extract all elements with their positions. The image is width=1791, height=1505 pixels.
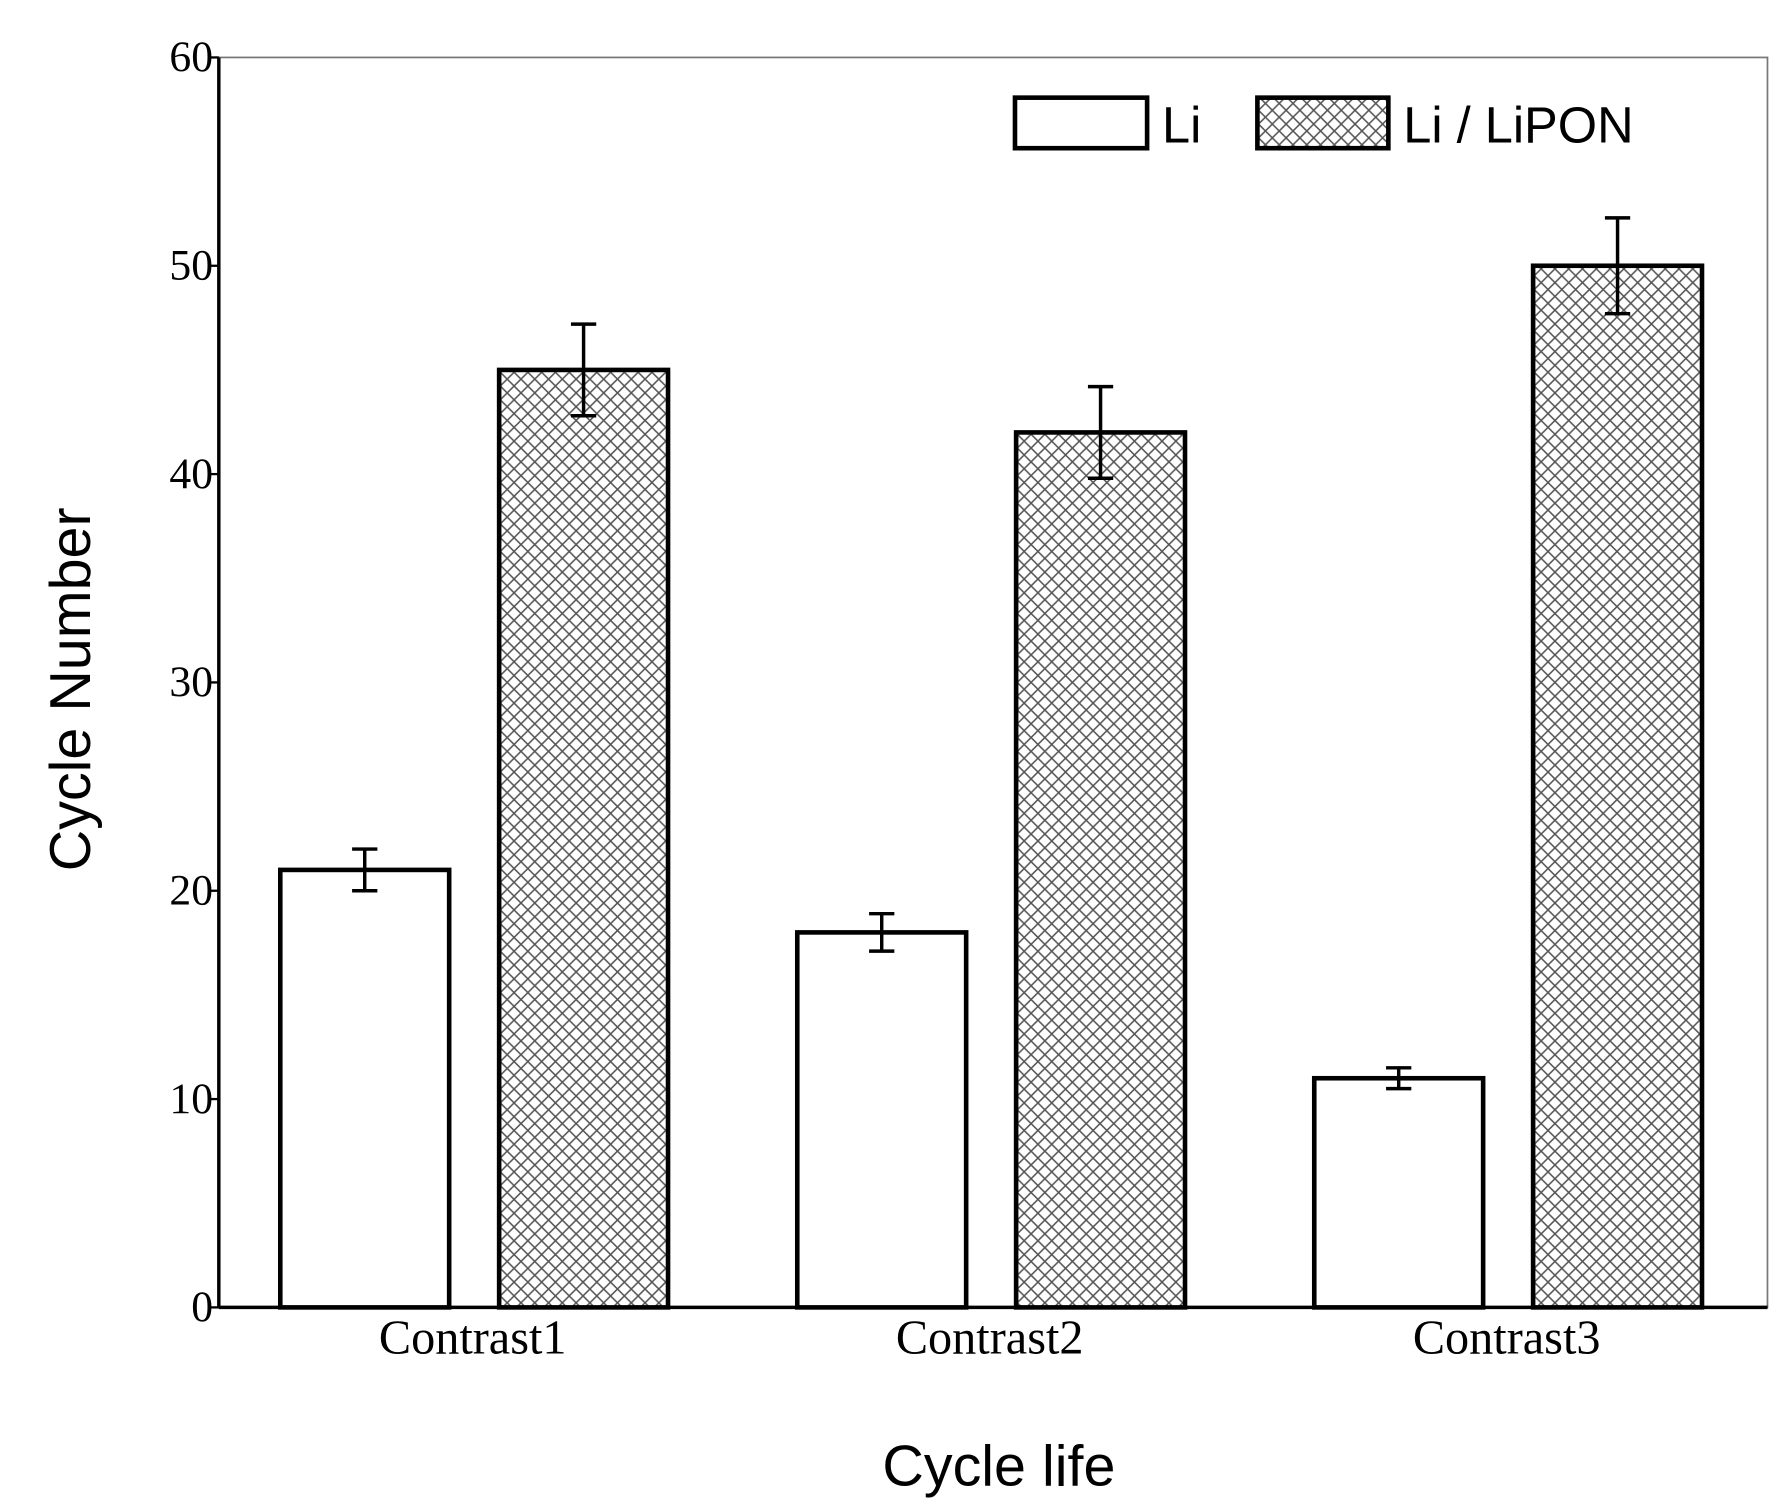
legend: Li Li / LiPON xyxy=(1012,95,1634,153)
y-tick-label: 10 xyxy=(169,1075,213,1123)
legend-swatch-lipon xyxy=(1255,95,1391,151)
y-tick-label: 30 xyxy=(169,658,213,706)
y-tick-label: 0 xyxy=(191,1283,213,1331)
bar-li xyxy=(277,867,452,1310)
y-axis-label: Cycle Number xyxy=(39,507,103,871)
y-tick-label: 50 xyxy=(169,242,213,290)
x-tick-label: Contrast3 xyxy=(1413,1311,1601,1364)
x-tick-label: Contrast1 xyxy=(379,1311,567,1364)
legend-label-lipon: Li / LiPON xyxy=(1403,96,1633,153)
x-axis-label: Cycle life xyxy=(882,1434,1115,1498)
bar-lipon xyxy=(1530,263,1705,1310)
bar-li xyxy=(794,930,969,1310)
legend-swatch-li xyxy=(1012,95,1150,151)
x-tick-label: Contrast2 xyxy=(896,1311,1084,1364)
bar-li xyxy=(1311,1075,1486,1310)
bar-lipon xyxy=(1013,430,1188,1310)
legend-label-li: Li xyxy=(1162,96,1201,153)
y-tick-label: 40 xyxy=(169,450,213,498)
y-tick-label: 20 xyxy=(169,867,213,915)
y-tick-label: 60 xyxy=(169,33,213,81)
bar-lipon xyxy=(496,367,671,1310)
